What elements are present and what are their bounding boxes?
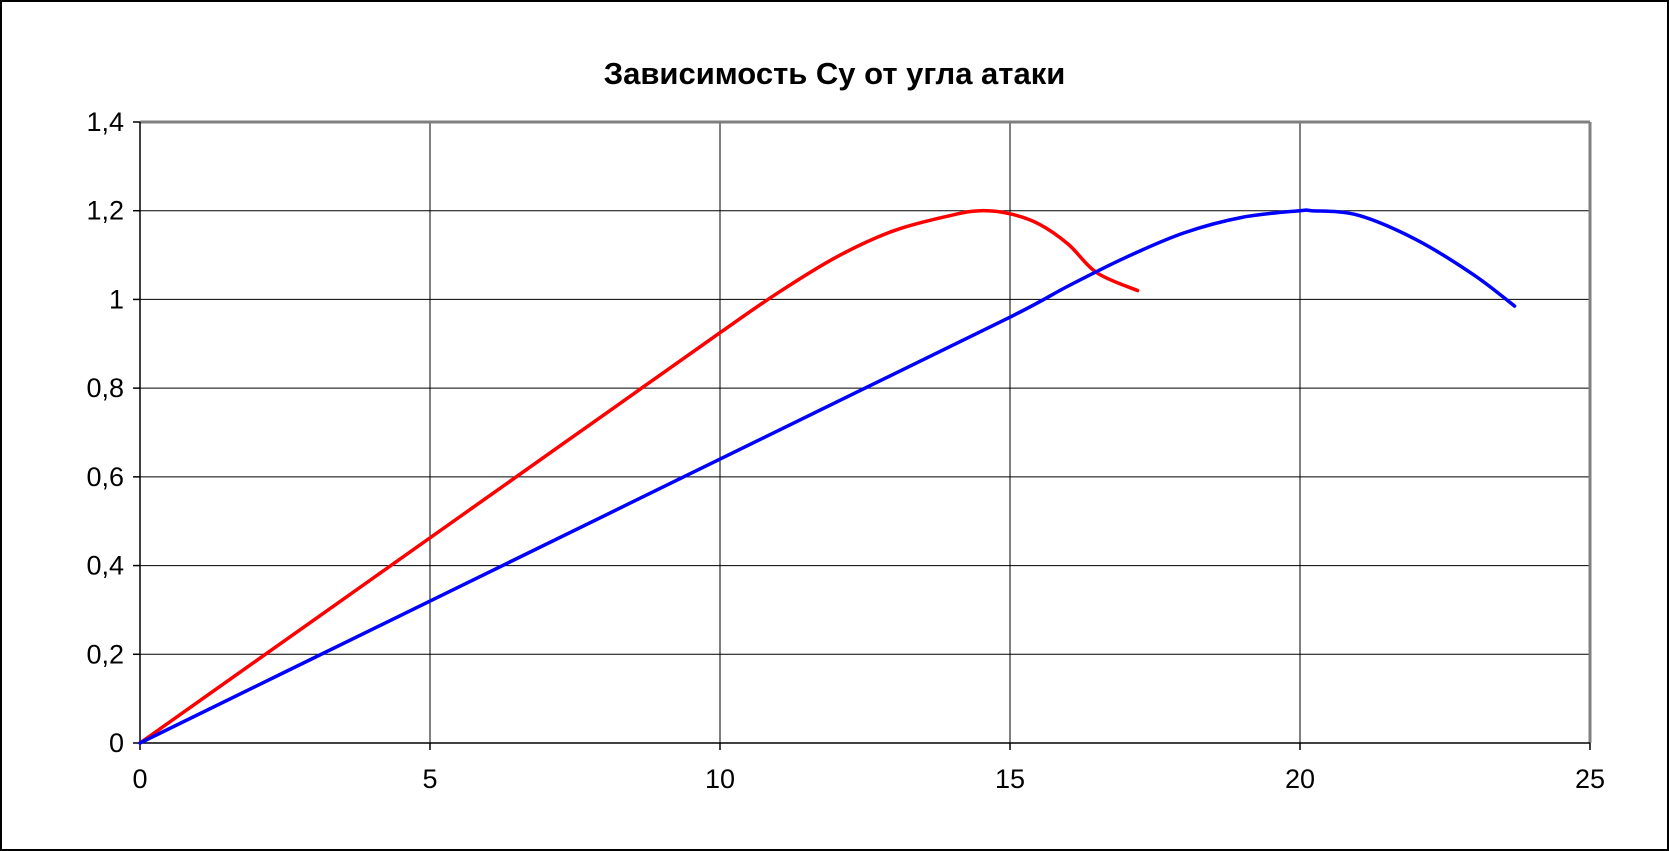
series-lines: [138, 208, 1517, 745]
chart-title: Зависимость Су от угла атаки: [603, 56, 1066, 91]
y-tick-label: 0: [109, 728, 124, 758]
y-tick-label: 1,2: [86, 196, 124, 226]
x-tick-label: 0: [132, 764, 147, 794]
plot-area: [140, 122, 1590, 743]
plot-background: [140, 122, 1590, 743]
series-line-1: [138, 208, 1140, 745]
y-tick-label: 1: [109, 284, 124, 314]
x-tick-label: 20: [1285, 764, 1315, 794]
x-tick-label: 15: [995, 764, 1025, 794]
y-tick-label: 1,4: [86, 107, 124, 137]
y-tick-label: 0,4: [86, 551, 124, 581]
series-line-2: [138, 208, 1517, 745]
x-tick-label: 5: [422, 764, 437, 794]
tick-labels: 0 0,2 0,4 0,6 0,8 1 1,2 1,4 0 5 10 15 20 25: [86, 107, 1605, 794]
x-tick-label: 25: [1575, 764, 1605, 794]
y-tick-label: 0,8: [86, 373, 124, 403]
y-tick-label: 0,6: [86, 462, 124, 492]
x-tick-label: 10: [705, 764, 735, 794]
axes: [133, 120, 1592, 750]
y-tick-label: 0,2: [86, 639, 124, 669]
